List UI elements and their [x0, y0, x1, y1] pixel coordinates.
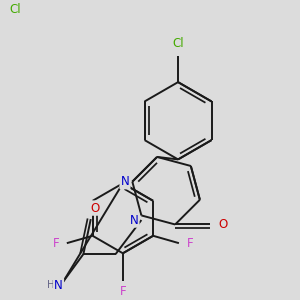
Text: O: O	[91, 202, 100, 214]
Text: F: F	[187, 237, 193, 250]
Text: O: O	[218, 218, 228, 231]
Text: H: H	[46, 280, 54, 290]
Text: N: N	[130, 214, 138, 226]
Text: N: N	[121, 175, 129, 188]
Text: F: F	[119, 285, 126, 298]
Text: Cl: Cl	[172, 37, 184, 50]
Text: Cl: Cl	[9, 3, 21, 16]
Text: F: F	[52, 237, 59, 250]
Text: N: N	[54, 279, 63, 292]
